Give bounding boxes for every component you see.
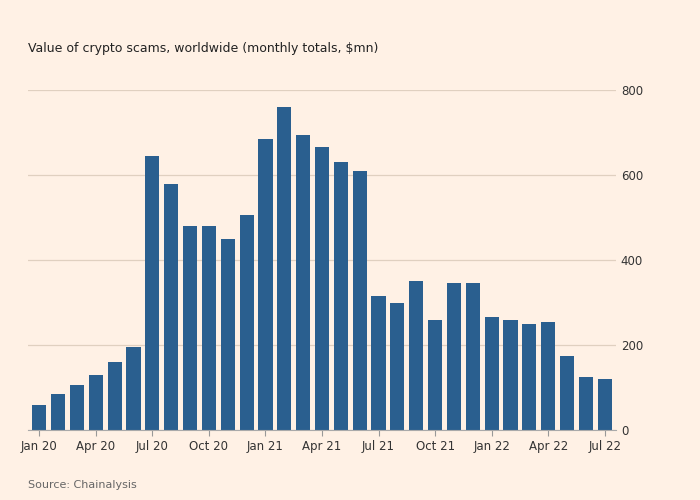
Bar xyxy=(484,318,498,430)
Bar xyxy=(164,184,178,430)
Bar xyxy=(70,386,84,430)
Bar xyxy=(372,296,386,430)
Bar xyxy=(108,362,122,430)
Bar xyxy=(334,162,348,430)
Bar xyxy=(89,375,103,430)
Bar xyxy=(503,320,517,430)
Text: Source: Chainalysis: Source: Chainalysis xyxy=(28,480,136,490)
Text: Value of crypto scams, worldwide (monthly totals, $mn): Value of crypto scams, worldwide (monthl… xyxy=(28,42,379,55)
Bar xyxy=(127,347,141,430)
Bar xyxy=(353,171,367,430)
Bar xyxy=(410,281,424,430)
Bar xyxy=(277,107,291,430)
Bar xyxy=(183,226,197,430)
Bar xyxy=(220,239,234,430)
Bar xyxy=(51,394,65,430)
Bar xyxy=(146,156,160,430)
Bar xyxy=(32,404,46,430)
Bar xyxy=(466,284,480,430)
Bar xyxy=(598,379,612,430)
Bar xyxy=(296,134,310,430)
Bar xyxy=(258,139,272,430)
Bar xyxy=(579,377,593,430)
Bar xyxy=(239,216,253,430)
Bar xyxy=(447,284,461,430)
Bar xyxy=(202,226,216,430)
Bar xyxy=(315,148,329,430)
Bar xyxy=(541,322,555,430)
Bar xyxy=(391,302,405,430)
Bar xyxy=(428,320,442,430)
Bar xyxy=(560,356,574,430)
Bar xyxy=(522,324,536,430)
